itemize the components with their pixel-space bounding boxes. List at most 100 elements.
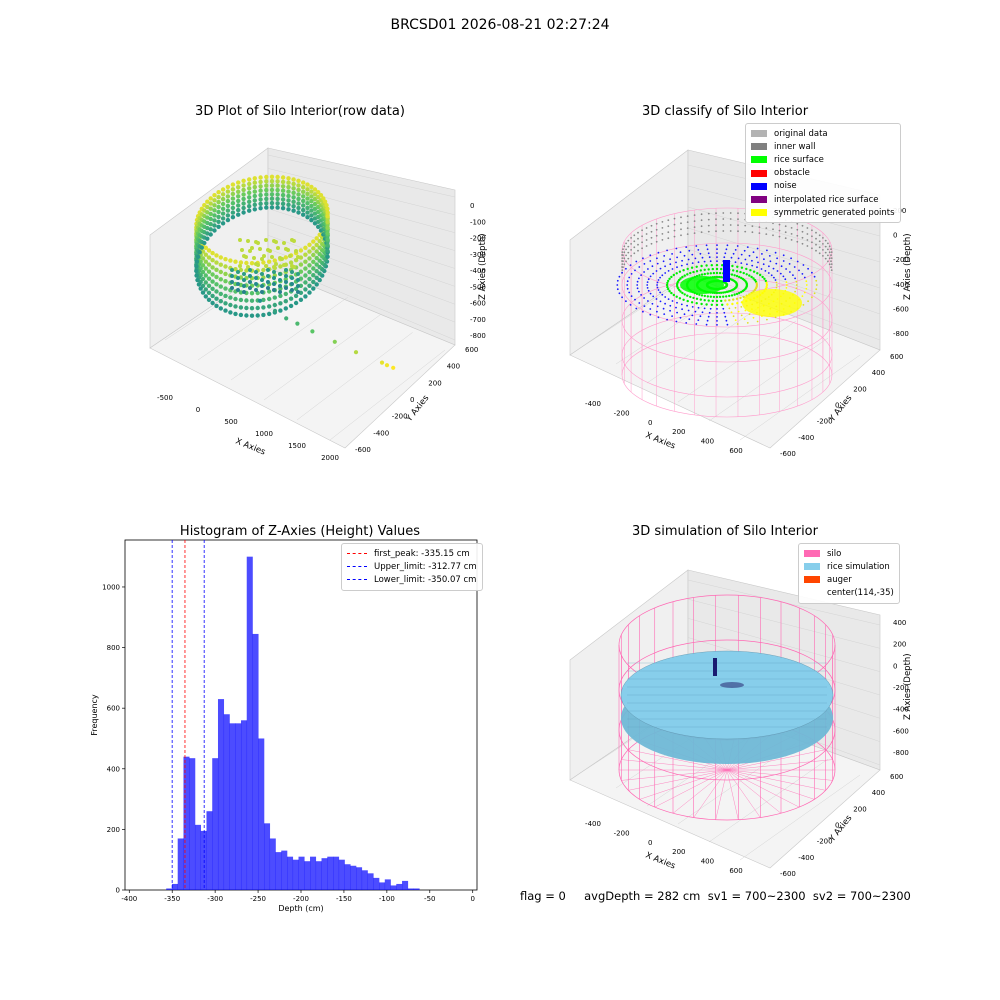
classified-point (703, 268, 706, 271)
classified-point (807, 300, 809, 303)
grid-line (267, 154, 456, 198)
scatter-point (269, 183, 275, 188)
plot2-classified-points (616, 207, 833, 418)
classified-point (763, 277, 766, 280)
histogram-bar (229, 723, 236, 890)
inner-wall-point (686, 221, 689, 224)
inner-wall-point (686, 227, 689, 230)
scatter-point (325, 225, 330, 230)
scatter-point (238, 260, 244, 265)
scatter-point (274, 262, 278, 266)
scatter-point (318, 193, 324, 198)
scatter-point (220, 196, 226, 202)
plot1-zlabel: Z Axies (Depth) (478, 233, 488, 300)
classified-point (815, 284, 818, 286)
classified-point (768, 255, 771, 257)
scatter-point (208, 196, 213, 201)
scatter-point (296, 187, 301, 193)
histogram-bar (252, 633, 259, 890)
histogram-bar (344, 864, 351, 890)
classified-point (782, 260, 785, 262)
scatter-point (269, 174, 275, 179)
classified-point (618, 275, 621, 278)
plot4-legend: silo rice simulation auger center(114,-3… (798, 543, 900, 604)
classified-point (676, 311, 678, 314)
inner-wall-point (630, 237, 632, 239)
classified-point (707, 299, 710, 302)
scatter-point (197, 250, 202, 255)
scatter-point (205, 231, 210, 236)
classified-point (694, 257, 697, 260)
scatter-point (252, 189, 257, 194)
grid-line (687, 206, 881, 263)
classified-point (656, 310, 658, 313)
inner-wall-point (621, 251, 624, 254)
classified-point (662, 307, 665, 310)
x-tick-label: 400 (701, 438, 714, 446)
scatter-point (218, 306, 223, 311)
scatter-point (212, 228, 217, 233)
scatter-point (291, 177, 296, 182)
classified-point (675, 247, 678, 250)
scatter-point (301, 198, 306, 204)
histogram-axes: -400 -350 -300 -250 -200 -150 -100 -50 0 0 200 400… (102, 539, 478, 903)
classified-point (677, 278, 681, 282)
silo-wire (628, 769, 728, 791)
inner-wall-point (622, 254, 624, 257)
histogram-bar (246, 556, 253, 890)
scatter-point (272, 276, 276, 280)
scatter-point (325, 214, 330, 219)
scatter-point (269, 200, 275, 206)
silo-wire (672, 769, 728, 814)
z-tick-label: -100 (470, 218, 486, 226)
classified-point (803, 276, 806, 279)
scatter-point (264, 183, 269, 188)
scatter-point (194, 264, 199, 269)
scatter-point (261, 305, 266, 310)
scatter-point (312, 206, 318, 211)
inner-wall-point (778, 229, 781, 232)
scatter-point (218, 255, 223, 260)
scatter-point (260, 278, 264, 282)
scatter-point (301, 207, 306, 213)
classified-point (757, 261, 759, 264)
classified-point (720, 299, 723, 303)
inner-wall-point (633, 246, 636, 249)
inner-wall-point (824, 257, 827, 260)
classified-point (616, 284, 619, 286)
classified-point (805, 287, 808, 290)
scatter-point (223, 271, 228, 277)
classified-point (636, 280, 639, 283)
scatter-point (247, 177, 252, 182)
plot4-title: 3D simulation of Silo Interior (632, 524, 818, 539)
histogram-bar (206, 811, 213, 890)
scatter-point (312, 187, 318, 192)
scatter-point (205, 210, 210, 215)
scatter-point (220, 206, 226, 211)
scatter-point (286, 180, 291, 185)
classified-point (728, 307, 731, 310)
histogram-bar (356, 867, 363, 890)
classified-point (671, 315, 673, 317)
grid-line (646, 303, 765, 384)
inner-wall-point (818, 252, 821, 255)
x-tick-label: 1000 (255, 430, 273, 438)
scatter-point (220, 211, 226, 216)
silo-wire (726, 769, 782, 814)
classified-point (745, 282, 748, 285)
scatter-point (325, 231, 330, 236)
grid-line (687, 618, 881, 672)
classified-point (755, 282, 758, 285)
classified-point (733, 293, 736, 296)
classified-point (656, 257, 658, 260)
classified-point (636, 287, 639, 290)
scatter-point (252, 256, 256, 260)
classified-point (764, 279, 767, 283)
classified-point (715, 267, 719, 271)
inner-wall-point (790, 227, 793, 229)
classified-point (662, 260, 665, 263)
inner-wall-point (625, 248, 627, 251)
classified-point (774, 251, 777, 254)
histogram-bar (304, 861, 311, 890)
inner-wall-point (830, 260, 832, 263)
